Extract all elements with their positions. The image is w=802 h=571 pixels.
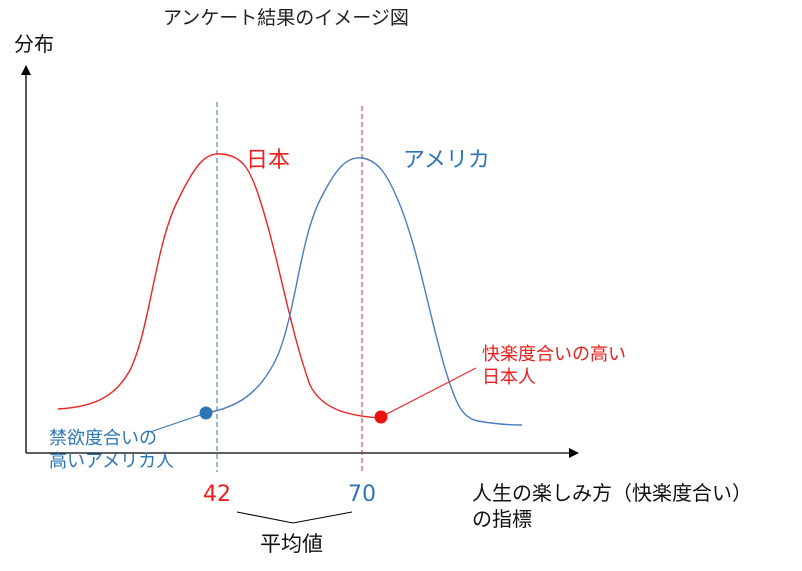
- red-annotation-leader: [380, 367, 477, 418]
- x-axis-label-line2: の指標: [472, 507, 532, 531]
- annotation-red-line1: 快楽度合いの高い: [482, 344, 626, 365]
- annotation-blue-line2: 高いアメリカ人: [49, 451, 175, 473]
- blue-point: [199, 406, 213, 420]
- blue-annotation-leader: [149, 412, 207, 433]
- japan-distribution-curve: [57, 153, 381, 419]
- annotation-high-abstinence-americans: 禁欲度合いの 高いアメリカ人: [49, 427, 174, 474]
- mean-tick-america: 70: [348, 482, 376, 507]
- x-axis-label: 人生の楽しみ方（快楽度合い） の指標: [472, 480, 752, 532]
- red-point: [374, 410, 388, 424]
- series-label-america: アメリカ: [403, 148, 490, 173]
- america-distribution-curve: [205, 157, 523, 426]
- mean-tick-japan: 42: [203, 482, 231, 507]
- annotation-blue-line1: 禁欲度合いの: [49, 428, 157, 449]
- x-axis-label-line1: 人生の楽しみ方（快楽度合い）: [472, 481, 752, 505]
- annotation-high-pleasure-japanese: 快楽度合いの高い 日本人: [482, 343, 626, 390]
- y-axis-label: 分布: [14, 32, 54, 56]
- diagram-title: アンケート結果のイメージ図: [163, 7, 409, 29]
- series-label-japan: 日本: [246, 148, 291, 173]
- mean-value-label: 平均値: [260, 532, 323, 556]
- mean-bracket: [236, 511, 353, 524]
- annotation-red-line2: 日本人: [482, 367, 536, 389]
